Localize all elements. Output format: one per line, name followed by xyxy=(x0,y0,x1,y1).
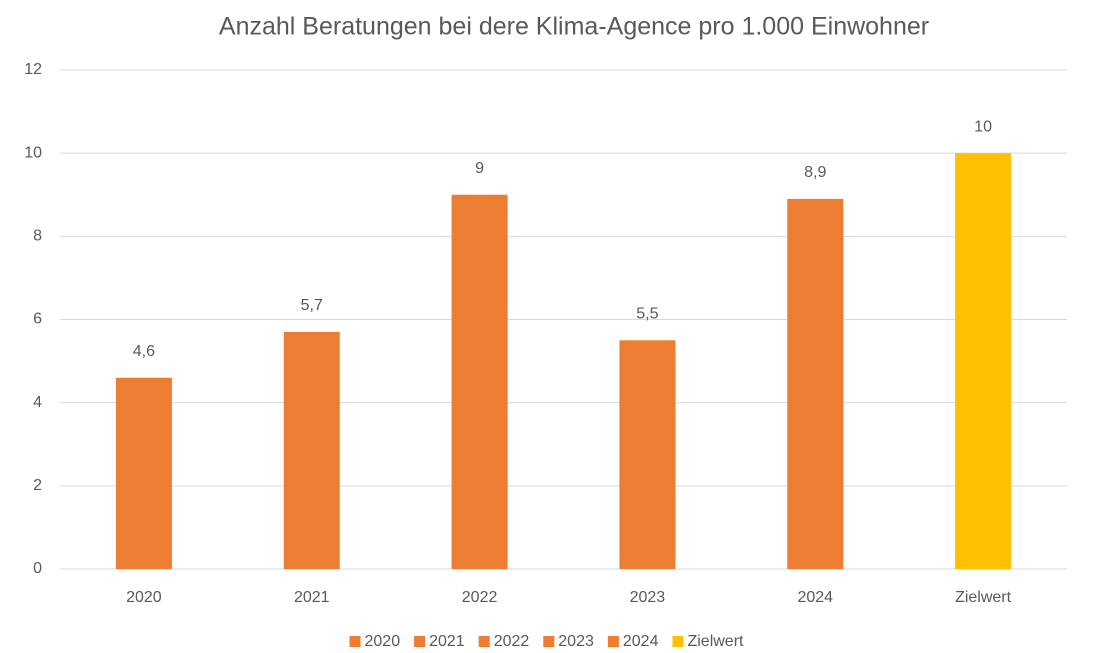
y-tick-label: 12 xyxy=(24,61,42,78)
legend-swatch xyxy=(543,636,555,647)
y-tick-label: 0 xyxy=(33,560,42,577)
legend-label: 2020 xyxy=(365,633,401,650)
legend-swatch xyxy=(414,636,426,647)
legend-label: 2023 xyxy=(558,633,594,650)
bar xyxy=(451,194,508,569)
x-tick-label: 2023 xyxy=(630,589,666,606)
data-label: 4,6 xyxy=(133,343,155,360)
x-tick-label: 2021 xyxy=(294,589,330,606)
x-tick-label: Zielwert xyxy=(955,589,1012,606)
x-tick-label: 2022 xyxy=(462,589,498,606)
data-label: 9 xyxy=(475,160,484,177)
y-tick-label: 6 xyxy=(33,311,42,328)
x-tick-label: 2020 xyxy=(126,589,162,606)
y-tick-label: 10 xyxy=(24,144,42,161)
data-label: 8,9 xyxy=(804,164,826,181)
chart-title: Anzahl Beratungen bei dere Klima-Agence … xyxy=(219,13,929,41)
data-label: 5,7 xyxy=(301,297,323,314)
x-tick-label: 2024 xyxy=(797,589,833,606)
data-label: 5,5 xyxy=(636,306,658,323)
legend-label: Zielwert xyxy=(687,633,744,650)
y-tick-label: 8 xyxy=(33,228,42,245)
bar xyxy=(619,340,676,569)
legend-label: 2021 xyxy=(429,633,465,650)
legend-swatch xyxy=(478,636,490,647)
legend-label: 2024 xyxy=(623,633,659,650)
y-tick-label: 4 xyxy=(33,394,42,411)
legend-swatch xyxy=(349,636,361,647)
data-label: 10 xyxy=(974,118,992,135)
bar xyxy=(955,153,1012,569)
legend-swatch xyxy=(672,636,684,647)
legend-swatch xyxy=(607,636,619,647)
bar xyxy=(283,331,340,569)
bar xyxy=(115,377,172,569)
y-tick-label: 2 xyxy=(33,477,42,494)
legend-label: 2022 xyxy=(494,633,530,650)
bar xyxy=(787,198,844,570)
